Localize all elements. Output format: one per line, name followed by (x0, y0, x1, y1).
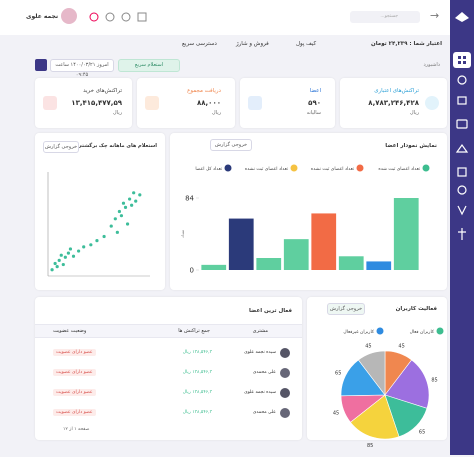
sidebar (450, 0, 474, 455)
nav-icon[interactable] (457, 75, 467, 85)
customer-name: سیده نجمه علوی (244, 390, 276, 395)
row-avatar (280, 368, 290, 378)
logo (455, 12, 469, 22)
pie-chart-card: فعالیت کاربران خروجی گزارش (307, 297, 447, 440)
sidebar-icons (453, 12, 471, 240)
transaction-total: ۱۳۸,۵۴۶,۳ ریال (182, 350, 212, 355)
date: امروز ۱۴۰۰/۰۳/۲۱ (70, 62, 109, 68)
card-unit: ریال (113, 110, 122, 116)
time: ساعت ۰۹:۴۵ (55, 62, 89, 78)
transaction-total: ۱۳۸,۵۴۶,۳ ریال (182, 390, 212, 395)
breadcrumb[interactable]: داشبورد (423, 62, 440, 68)
card-icon (248, 96, 262, 110)
icon (463, 56, 466, 59)
chart-title: استعلام های ماهانه چک برگشتی (77, 143, 157, 149)
row-avatar (280, 408, 290, 418)
export-button[interactable]: خروجی گزارش (327, 303, 365, 315)
settings-icon[interactable] (121, 12, 131, 22)
topbar: نجمه علوی جستجو... → (0, 0, 450, 35)
export-button[interactable]: خروجی گزارش (210, 139, 252, 151)
notification-icon[interactable] (89, 12, 99, 22)
table-title: فعال ترین اعضا (248, 308, 292, 314)
card-unit: ریال (212, 110, 221, 116)
chart-title: فعالیت کاربران (395, 306, 437, 312)
scatter-chart-card: استعلام های ماهانه چک برگشتی خروجی گزارش (35, 133, 165, 290)
card-unit: ریال (410, 110, 419, 116)
stat-card: تراکنش‌های اعتباری ۸,۷۸۳,۲۴۶,۴۲۸ ریال (340, 78, 447, 128)
nav-icon[interactable] (458, 228, 466, 240)
customer-name: علی محمدی (252, 370, 276, 375)
card-title: تراکنش‌های خرید (83, 88, 122, 94)
membership-status: عضو دارای عضویت (53, 369, 96, 376)
stat-card: اعضا ۵۹۰ سالیانه (240, 78, 335, 128)
icon (458, 56, 461, 59)
active-item[interactable] (453, 52, 471, 68)
bar-chart-card: نمایش نمودار اعضا خروجی گزارش (170, 133, 447, 290)
card-icon (425, 96, 439, 110)
nav-icon[interactable] (457, 96, 467, 105)
menu-item[interactable]: کیف پول (296, 41, 317, 47)
table-row: علی محمدی ۱۳۸,۵۴۶,۳ ریال عضو دارای عضویت (35, 367, 302, 381)
stat-card: تراکنش‌های خرید ۱۳,۴۱۵,۴۷۷,۵۹ ریال (35, 78, 132, 128)
export-button[interactable]: خروجی گزارش (43, 141, 79, 153)
card-icon (145, 96, 159, 110)
membership-status: عضو دارای عضویت (53, 349, 96, 356)
row-avatar (280, 388, 290, 398)
card-value: ۸۸,۰۰۰ (196, 99, 221, 107)
transaction-total: ۱۳۸,۵۴۶,۳ ریال (182, 410, 212, 415)
nav-icon[interactable] (457, 185, 467, 195)
table-header: مشتری جمع تراکنش ها وضعیت عضویت (35, 324, 302, 338)
nav-icon[interactable] (457, 205, 467, 216)
customer-name: سیده نجمه علوی (244, 350, 276, 355)
search-placeholder: جستجو... (380, 14, 398, 19)
nav-icon[interactable] (457, 167, 467, 177)
members-table-card: فعال ترین اعضا مشتری جمع تراکنش ها وضعیت… (35, 297, 302, 440)
card-icon (43, 96, 57, 110)
customer-name: علی محمدی (252, 410, 276, 415)
calendar-button[interactable] (35, 59, 47, 71)
icon (458, 61, 461, 64)
table-row: سیده نجمه علوی ۱۳۸,۵۴۶,۳ ریال عضو دارای … (35, 387, 302, 401)
search-box[interactable]: جستجو... (350, 11, 420, 23)
card-value: ۸,۷۸۳,۲۴۶,۴۲۸ (368, 99, 419, 107)
pagination[interactable]: صفحه ۱ از ۱۲ (63, 427, 90, 432)
nav-icon[interactable] (455, 143, 469, 153)
back-arrow[interactable]: → (430, 9, 440, 22)
card-title: دریافت مجموع (187, 88, 221, 94)
quick-inquiry[interactable]: استعلام سریع (118, 59, 180, 72)
column-header: وضعیت عضویت (53, 328, 87, 334)
column-header: مشتری (252, 328, 268, 334)
message-icon[interactable] (137, 12, 147, 22)
menu-item[interactable]: دسترسی سریع (182, 41, 217, 47)
table-row: سیده نجمه علوی ۱۳۸,۵۴۶,۳ ریال عضو دارای … (35, 347, 302, 361)
transaction-total: ۱۳۸,۵۴۶,۳ ریال (182, 370, 212, 375)
row-avatar (280, 348, 290, 358)
column-header: جمع تراکنش ها (178, 328, 210, 334)
stat-card: دریافت مجموع ۸۸,۰۰۰ ریال (137, 78, 235, 128)
theme-icon[interactable] (105, 12, 115, 22)
icon (463, 61, 466, 64)
menu-item[interactable]: فروش و شارژ (236, 41, 269, 47)
chart-title: نمایش نمودار اعضا (385, 143, 437, 149)
slice-label: 85 (367, 443, 373, 449)
card-value: ۵۹۰ (308, 99, 321, 107)
membership-status: عضو دارای عضویت (53, 409, 96, 416)
card-value: ۱۳,۴۱۵,۴۷۷,۵۹ (71, 99, 122, 107)
user-name[interactable]: نجمه علوی (26, 13, 59, 20)
card-unit: سالیانه (306, 110, 321, 116)
table-row: علی محمدی ۱۳۸,۵۴۶,۳ ریال عضو دارای عضویت (35, 407, 302, 421)
nav-icon[interactable] (456, 119, 468, 129)
date-box: امروز ۱۴۰۰/۰۳/۲۱ ساعت ۰۹:۴۵ (50, 59, 114, 78)
credit: اعتبار شما : ۲۴,۲۳۹ تومان (371, 41, 442, 47)
card-title: تراکنش‌های اعتباری (374, 88, 419, 94)
topbar-icons (89, 12, 147, 22)
membership-status: عضو دارای عضویت (53, 389, 96, 396)
avatar[interactable] (61, 8, 77, 24)
card-title: اعضا (309, 88, 321, 94)
